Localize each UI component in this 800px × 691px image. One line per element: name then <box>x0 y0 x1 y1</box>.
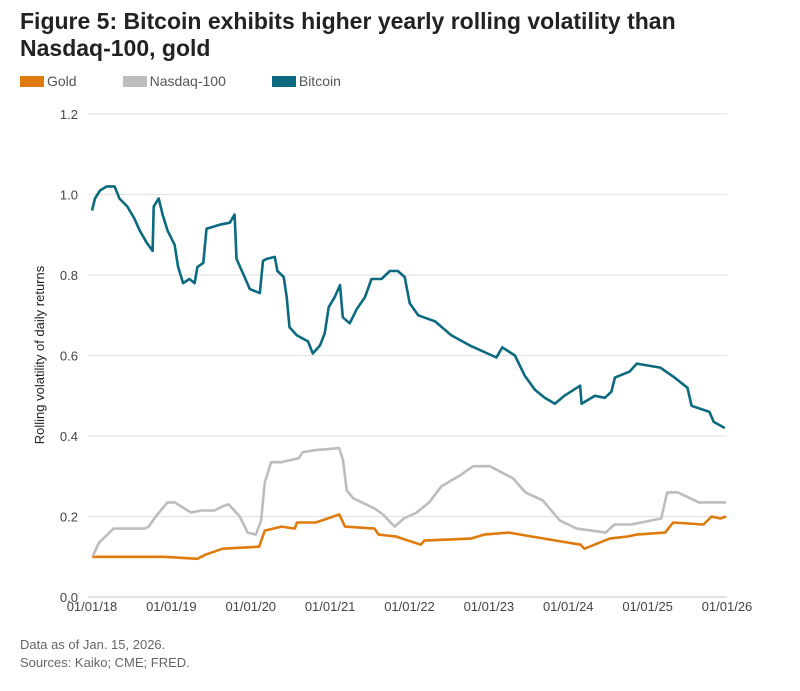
legend: Gold Nasdaq-100 Bitcoin <box>20 73 387 89</box>
data-as-of-note: Data as of Jan. 15, 2026. <box>20 637 166 652</box>
y-axis-label: Rolling volatility of daily returns <box>32 265 47 444</box>
x-tick-label: 01/01/23 <box>464 599 515 614</box>
legend-swatch-nasdaq <box>122 75 147 87</box>
x-tick-label: 01/01/20 <box>225 599 276 614</box>
series-line-nasdaq-100 <box>91 446 727 558</box>
legend-label: Gold <box>47 73 77 89</box>
legend-label: Nasdaq-100 <box>149 73 226 89</box>
series-line-gold <box>92 513 727 561</box>
footnotes: Data as of Jan. 15, 2026. Sources: Kaiko… <box>20 636 190 672</box>
legend-item-gold: Gold <box>20 73 77 89</box>
chart-title: Figure 5: Bitcoin exhibits higher yearly… <box>20 8 676 61</box>
x-tick-label: 01/01/21 <box>305 599 356 614</box>
y-tick-label: 0.0 <box>60 590 78 605</box>
sources-note: Sources: Kaiko; CME; FRED. <box>20 655 190 670</box>
x-tick-label: 01/01/25 <box>622 599 673 614</box>
y-tick-label: 0.6 <box>60 349 78 364</box>
legend-label: Bitcoin <box>298 73 341 89</box>
y-tick-label: 1.2 <box>60 107 78 122</box>
series-line-bitcoin <box>90 185 726 430</box>
legend-swatch-gold <box>20 75 44 87</box>
x-tick-label: 01/01/22 <box>384 599 435 614</box>
y-tick-label: 0.8 <box>60 268 78 283</box>
y-tick-label: 0.2 <box>60 510 78 525</box>
legend-swatch-bitcoin <box>271 75 296 87</box>
legend-item-nasdaq: Nasdaq-100 <box>122 73 226 89</box>
y-tick-label: 0.4 <box>60 429 78 444</box>
y-tick-label: 1.0 <box>60 188 78 203</box>
x-tick-label: 01/01/18 <box>67 599 118 614</box>
x-tick-label: 01/01/19 <box>146 599 197 614</box>
x-tick-label: 01/01/24 <box>543 599 594 614</box>
x-tick-label: 01/01/26 <box>702 599 753 614</box>
legend-item-bitcoin: Bitcoin <box>271 73 341 89</box>
